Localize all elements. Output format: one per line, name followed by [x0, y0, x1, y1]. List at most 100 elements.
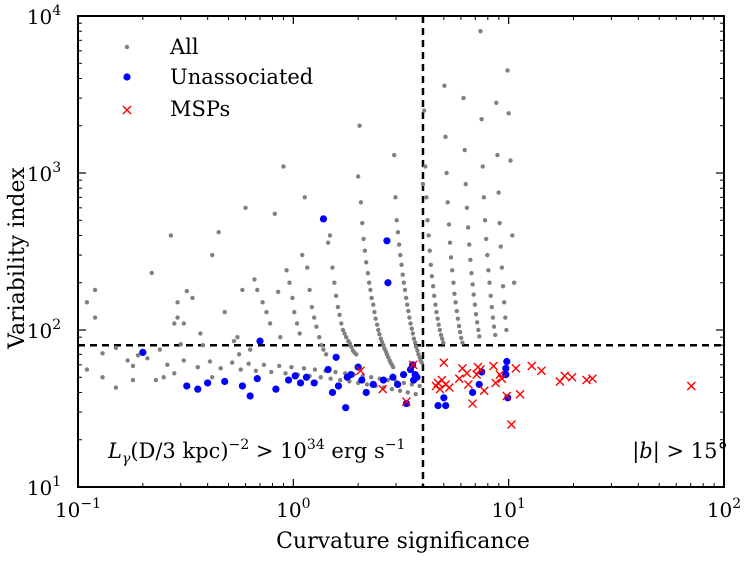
point-all: [369, 295, 374, 301]
point-all: [448, 255, 454, 260]
point-all: [168, 233, 174, 238]
point-all: [198, 331, 203, 336]
point-all: [403, 295, 409, 301]
point-unassoc: [347, 370, 355, 379]
point-all: [430, 284, 436, 289]
point-unassoc: [284, 376, 293, 384]
marker-stroke: [582, 375, 592, 385]
point-all: [443, 134, 448, 140]
marker-stroke: [468, 399, 478, 409]
legend-label-unassociated: Unassociated: [170, 65, 313, 89]
x-axis-label: Curvature significance: [276, 529, 530, 554]
point-all: [372, 309, 377, 315]
marker-stroke: [497, 374, 507, 384]
legend-marker-all: [124, 44, 130, 50]
marker-stroke: [378, 384, 388, 394]
point-all: [369, 375, 374, 380]
point-all: [455, 316, 461, 321]
point-unassoc: [503, 357, 511, 366]
marker-stroke: [437, 375, 447, 385]
point-all: [84, 300, 90, 305]
point-all: [411, 336, 417, 341]
point-msps: [511, 363, 521, 373]
point-all: [425, 218, 430, 223]
marker-stroke: [587, 374, 597, 384]
point-all: [469, 271, 474, 276]
point-all: [456, 323, 462, 329]
point-all: [130, 363, 136, 369]
point-msps: [686, 381, 696, 391]
axis-ticks: 10−1 100 101 102 101 102 103 104: [27, 3, 741, 522]
marker-stroke: [476, 365, 486, 375]
point-all: [210, 375, 215, 380]
point-all: [465, 225, 471, 230]
marker-stroke: [401, 397, 411, 407]
legend-label-all: All: [169, 35, 199, 59]
marker-stroke: [536, 366, 546, 376]
point-msps: [444, 383, 454, 393]
legend-marker-unassociated: [123, 73, 131, 81]
point-all: [485, 252, 490, 258]
legend-label-msps: MSPs: [170, 97, 230, 121]
plot-frame: [77, 15, 725, 488]
point-all: [235, 334, 240, 340]
y-tick-label: 103: [27, 160, 61, 186]
point-all: [84, 367, 90, 372]
point-all: [145, 356, 150, 361]
point-unassoc: [413, 373, 421, 381]
point-msps: [401, 397, 411, 407]
point-all: [494, 100, 499, 105]
marker-stroke: [408, 360, 418, 370]
point-all: [398, 252, 403, 258]
point-all: [510, 233, 515, 238]
point-all: [391, 152, 397, 158]
luminosity-annotation: Lγ(D/3 kpc)−2 > 1034 erg s−1: [107, 437, 405, 467]
point-unassoc: [246, 392, 254, 400]
point-all: [149, 270, 154, 276]
marker-stroke: [560, 371, 570, 381]
point-all: [450, 268, 455, 273]
point-all: [476, 327, 481, 333]
point-msps: [408, 360, 418, 370]
point-unassoc: [402, 399, 410, 408]
point-all: [482, 218, 488, 223]
point-unassoc: [440, 394, 448, 402]
point-all: [436, 322, 441, 327]
point-all: [340, 327, 346, 333]
point-all: [207, 359, 213, 364]
point-all: [420, 181, 426, 187]
point-all: [481, 195, 487, 200]
point-all: [260, 300, 265, 305]
marker-stroke: [433, 378, 443, 388]
x-tick-label: 102: [707, 496, 741, 522]
point-all: [319, 343, 324, 348]
point-all: [413, 392, 418, 397]
point-unassoc: [253, 375, 261, 383]
threshold-lines: [78, 16, 724, 487]
point-unassoc: [383, 237, 391, 245]
point-all: [231, 338, 237, 344]
point-all: [157, 347, 163, 352]
point-all: [463, 181, 468, 187]
point-all: [406, 308, 411, 314]
marker-stroke: [462, 368, 472, 378]
point-all: [360, 220, 365, 226]
point-all: [409, 326, 415, 331]
point-msps: [582, 375, 592, 385]
point-unassoc: [379, 376, 388, 384]
point-all: [305, 265, 310, 270]
marker-stroke: [567, 372, 577, 382]
point-all: [439, 336, 445, 341]
point-all: [153, 377, 159, 383]
point-msps: [491, 378, 501, 388]
marker-stroke: [457, 363, 467, 373]
point-all: [229, 360, 235, 365]
point-all: [461, 95, 466, 101]
point-all: [373, 316, 378, 321]
point-all: [427, 248, 432, 253]
point-all: [489, 304, 495, 310]
point-unassoc: [354, 363, 362, 371]
point-msps: [462, 368, 472, 378]
point-all: [287, 280, 292, 285]
point-all: [381, 343, 386, 348]
